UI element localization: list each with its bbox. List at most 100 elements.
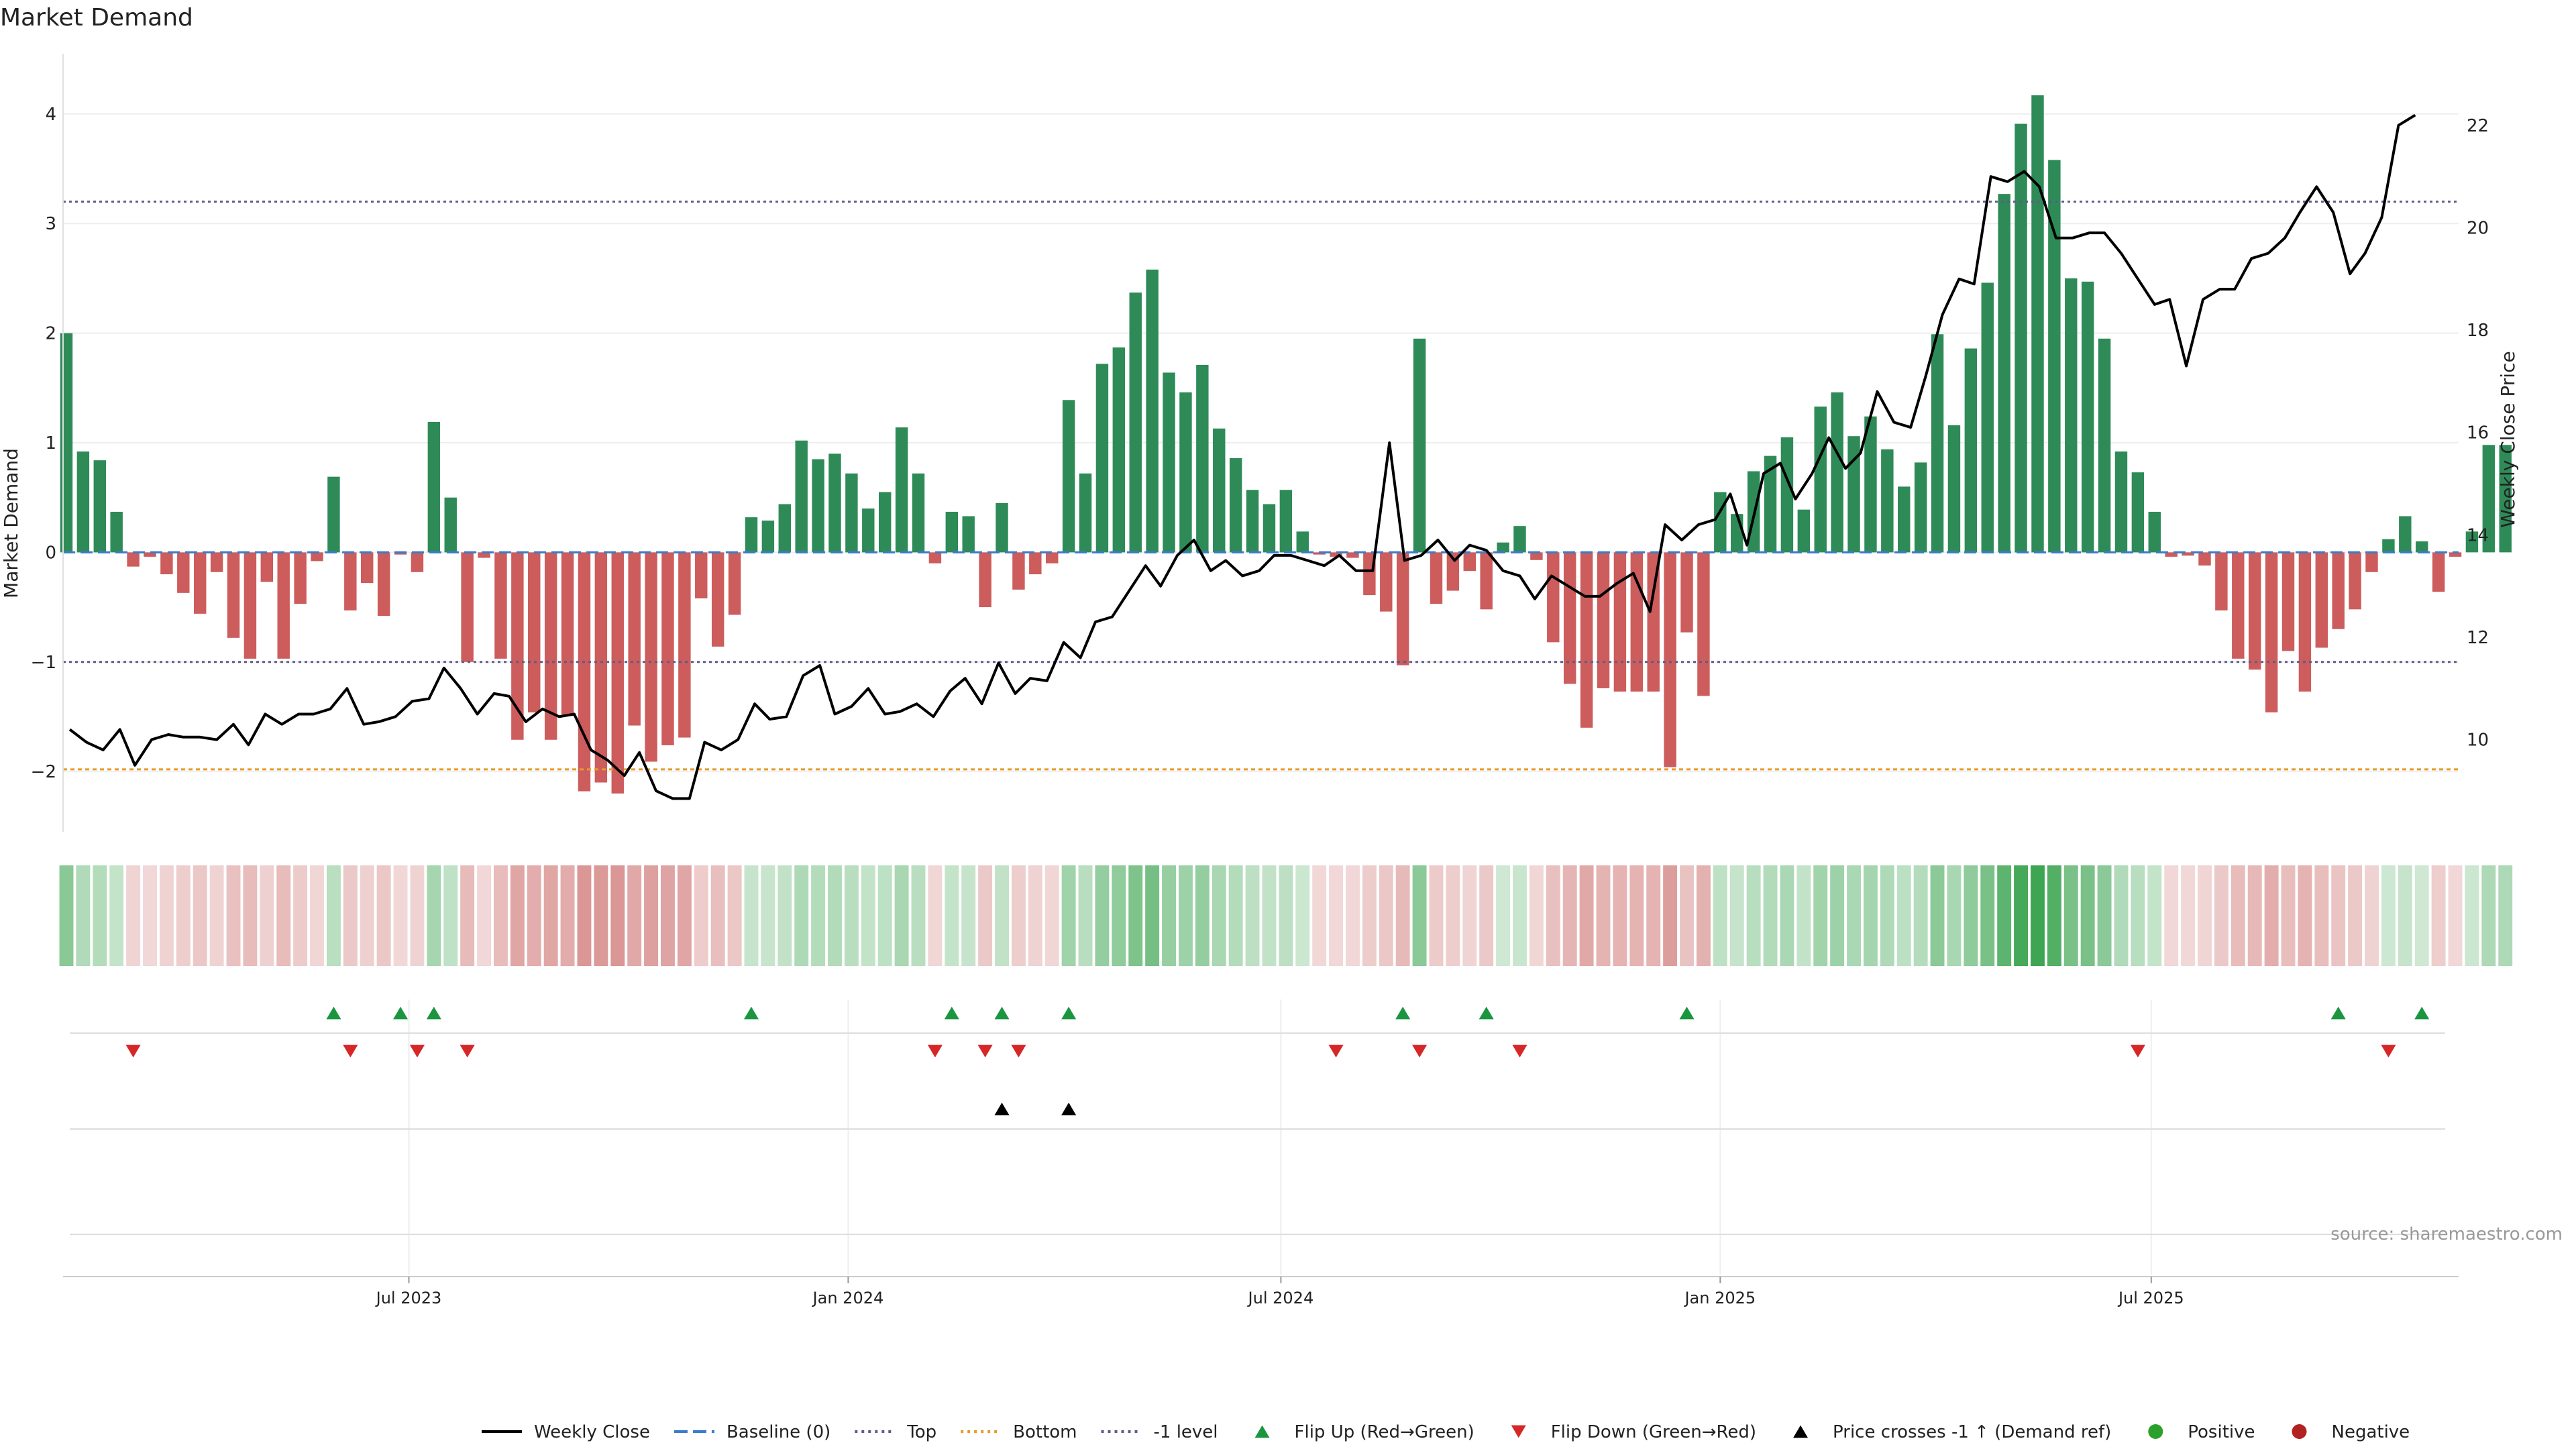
heat-cell — [1429, 865, 1444, 966]
demand-bar — [1313, 552, 1326, 555]
legend-swatch — [1793, 1425, 1809, 1438]
demand-bar — [795, 440, 808, 553]
flip-down-marker — [2381, 1044, 2396, 1058]
demand-bar — [895, 427, 908, 553]
flip-down-marker — [977, 1044, 993, 1058]
heat-cell — [2281, 865, 2296, 966]
heat-cell — [76, 865, 91, 966]
heat-cell — [1379, 865, 1393, 966]
heat-cell — [1830, 865, 1845, 966]
heat-cell — [2047, 865, 2061, 966]
heat-cell — [1863, 865, 1878, 966]
demand-bar — [311, 552, 323, 561]
y2-tick-label: 20 — [2467, 218, 2489, 238]
price-line-layer — [63, 113, 2459, 800]
heat-cell — [1262, 865, 1277, 966]
flip-up-marker — [1479, 1006, 1494, 1020]
heat-cell — [2448, 865, 2463, 966]
heat-cell — [1930, 865, 1945, 966]
demand-bar — [1613, 552, 1627, 692]
x-tick-label: Jul 2024 — [1247, 1289, 1314, 1307]
demand-bar — [928, 552, 942, 564]
demand-bar — [1263, 504, 1276, 553]
heat-cell — [1529, 865, 1544, 966]
y-tick-label: 0 — [45, 543, 56, 563]
demand-bar — [444, 497, 457, 553]
demand-bar — [1981, 282, 1994, 553]
y-tick-label: −2 — [31, 762, 56, 782]
flip-up-marker — [393, 1006, 409, 1020]
flip-up-marker — [1061, 1006, 1077, 1020]
heat-cell — [427, 865, 441, 966]
legend-swatch — [1511, 1425, 1526, 1438]
x-tick-label: Jul 2023 — [375, 1289, 442, 1307]
demand-bar — [1647, 552, 1660, 692]
demand-bar — [1196, 365, 1209, 553]
demand-bar — [1213, 428, 1226, 553]
heat-cell — [2247, 865, 2262, 966]
demand-bar — [2499, 445, 2512, 553]
x-tick-label: Jul 2025 — [2117, 1289, 2184, 1307]
demand-bar — [695, 552, 708, 598]
heat-cell — [1997, 865, 2012, 966]
heat-cell — [1847, 865, 1861, 966]
legend-item: Flip Down (Green→Red) — [1511, 1422, 1756, 1442]
heat-cell — [877, 865, 892, 966]
demand-bar — [294, 552, 307, 604]
demand-bar — [427, 421, 441, 553]
heat-cell — [493, 865, 508, 966]
heat-cell — [1913, 865, 1928, 966]
demand-bar — [2399, 516, 2412, 553]
y2-tick-label: 10 — [2467, 731, 2489, 751]
demand-bar — [227, 552, 240, 638]
heat-cell — [1947, 865, 1962, 966]
flip-up-marker — [1679, 1006, 1695, 1020]
heat-cell — [2298, 865, 2312, 966]
demand-bar — [1797, 509, 1811, 553]
heat-cell — [828, 865, 842, 966]
heat-cell — [1596, 865, 1611, 966]
y-tick-label: 2 — [45, 324, 56, 344]
demand-bar — [2282, 552, 2295, 651]
heat-cell — [1212, 865, 1226, 966]
legend-label: Bottom — [1013, 1422, 1077, 1442]
heat-cell — [1295, 865, 1310, 966]
heat-cell — [1346, 865, 1360, 966]
demand-bar — [979, 552, 991, 608]
demand-bar — [1112, 347, 1126, 553]
flip-up-marker — [1395, 1006, 1411, 1020]
heat-cell — [527, 865, 541, 966]
heat-cell — [710, 865, 725, 966]
heat-cell — [844, 865, 859, 966]
legend-swatch — [2292, 1424, 2307, 1439]
x-axis: Jul 2023 Jan 2024 Jul 2024 Jan 2025 Jul 2025 — [63, 1276, 2459, 1307]
flip-up-marker — [426, 1006, 441, 1020]
demand-bar — [1413, 338, 1426, 553]
heat-cell — [2097, 865, 2112, 966]
legend-label: Positive — [2188, 1422, 2255, 1442]
demand-bar — [1463, 552, 1476, 572]
heat-cell — [2198, 865, 2212, 966]
demand-bar — [528, 552, 541, 712]
heat-cell — [610, 865, 625, 966]
heat-cell — [811, 865, 826, 966]
demand-bar — [1046, 552, 1059, 564]
demand-bar — [2232, 552, 2245, 659]
demand-bar — [2098, 338, 2111, 553]
demand-bar — [1898, 486, 1911, 553]
heat-cell — [2465, 865, 2479, 966]
y2-tick-label: 14 — [2467, 525, 2489, 545]
demand-bar — [878, 492, 892, 553]
heat-cell — [1178, 865, 1193, 966]
demand-bars — [60, 95, 2512, 794]
y-tick-label: 4 — [45, 105, 56, 125]
heat-cell — [293, 865, 308, 966]
legend-label: Weekly Close — [534, 1422, 650, 1442]
heat-cell — [1513, 865, 1527, 966]
heat-cell — [93, 865, 107, 966]
heat-cell — [543, 865, 558, 966]
demand-bar — [678, 552, 691, 738]
heat-cell — [894, 865, 909, 966]
heat-cell — [1412, 865, 1427, 966]
demand-bar — [761, 521, 775, 553]
